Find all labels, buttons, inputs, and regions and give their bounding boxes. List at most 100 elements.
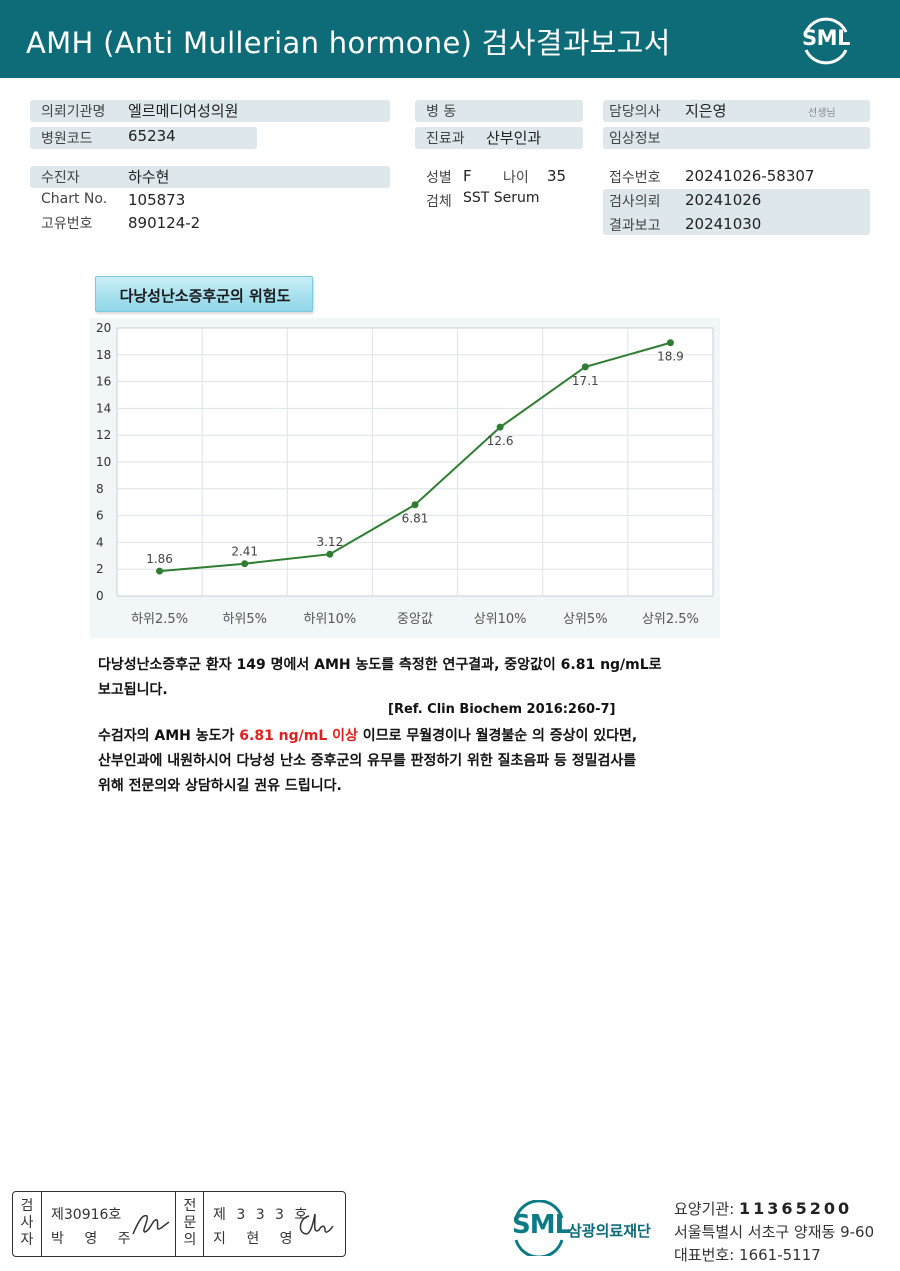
phone-label: 대표번호: [674, 1246, 740, 1264]
care-number: 11365200 [739, 1199, 853, 1218]
advice-text-b: 이므로 무월경이나 월경불순 의 증상이 있다면, [357, 728, 638, 744]
data-label: 6.81 [402, 512, 429, 526]
sml-logo: SML [798, 12, 854, 68]
receipt-value: 20241026-58307 [685, 167, 815, 185]
specialist-char-3: 의 [183, 1232, 197, 1248]
advice-threshold: 6.81 ng/mL 이상 [239, 728, 358, 744]
dept-value: 산부인과 [486, 129, 542, 147]
patient-value: 하수현 [128, 168, 170, 186]
dates-bar [603, 189, 870, 235]
phone-number: 1661-5117 [739, 1246, 821, 1264]
risk-chart-svg: 0 2 4 6 8 10 12 14 16 18 20 하위2.5% 하위5% 하위10% 중앙값 상위10%… [96, 321, 714, 627]
specialist-signature-icon [295, 1210, 335, 1245]
footer-logo-text: SML [512, 1210, 571, 1240]
patient-label: 수진자 [41, 170, 80, 186]
footer-address: 서울특별시 서초구 양재동 9-60 [674, 1223, 875, 1241]
clinical-label: 임상정보 [609, 131, 661, 147]
footer-org-name: 삼광의료재단 [568, 1222, 651, 1240]
patient-bar [30, 166, 390, 188]
y-tick-label: 18 [96, 348, 111, 362]
sex-value: F [463, 167, 472, 185]
request-label: 검사의뢰 [609, 194, 661, 210]
y-tick-label: 20 [96, 321, 111, 335]
data-label: 2.41 [231, 545, 258, 559]
divider [203, 1192, 204, 1256]
x-tick-label: 하위5% [222, 612, 267, 627]
divider [41, 1192, 42, 1256]
tester-vertical-label: 검 사 자 [15, 1198, 39, 1249]
chart-title: 다낭성난소증후군의 위험도 [119, 287, 291, 305]
header-bar: AMH (Anti Mullerian hormone) 검사결과보고서 SML [0, 0, 900, 78]
hosp-code-bar [30, 127, 257, 149]
specialist-char-2: 문 [183, 1215, 197, 1231]
sml-logo-text: SML [802, 26, 850, 50]
doctor-label: 담당의사 [609, 104, 661, 120]
advice-text-line3: 위해 전문의와 상담하시길 권유 드립니다. [98, 778, 342, 794]
request-value: 20241026 [685, 191, 762, 209]
specimen-value: SST Serum [463, 190, 540, 206]
report-label: 결과보고 [609, 218, 661, 234]
unique-id-label: 고유번호 [41, 216, 93, 232]
data-point [581, 363, 589, 371]
reference-text: [Ref. Clin Biochem 2016:260-7] [388, 702, 616, 717]
advice-text-line1: 수검자의 AMH 농도가 6.81 ng/mL 이상 이므로 무월경이나 월경불… [98, 725, 637, 745]
receipt-label: 접수번호 [609, 170, 661, 186]
tester-char-1: 검 [20, 1198, 34, 1214]
divider [175, 1192, 176, 1256]
data-label: 17.1 [572, 374, 599, 388]
risk-chart: 0 2 4 6 8 10 12 14 16 18 20 하위2.5% 하위5% 하위10% 중앙값 상위10%… [90, 318, 720, 638]
y-tick-label: 6 [96, 509, 104, 523]
chart-no-label: Chart No. [41, 191, 108, 207]
req-org-label: 의뢰기관명 [41, 104, 106, 120]
tester-char-2: 사 [20, 1215, 34, 1231]
report-title: AMH (Anti Mullerian hormone) 검사결과보고서 [26, 26, 671, 60]
clinical-bar [603, 127, 870, 149]
x-tick-label: 중앙값 [397, 612, 433, 627]
tester-name: 박 영 주 [51, 1231, 139, 1247]
data-label: 12.6 [487, 434, 514, 448]
specialist-vertical-label: 전 문 의 [178, 1198, 202, 1249]
phone-line: 대표번호: 1661-5117 [674, 1244, 821, 1265]
data-label: 18.9 [657, 350, 684, 364]
study-text-line2: 보고됩니다. [98, 682, 168, 698]
footer-sml-logo: SML 삼광의료재단 [510, 1200, 670, 1256]
study-text-line1: 다낭성난소증후군 환자 149 명에서 AMH 농도를 측정한 연구결과, 중앙… [98, 657, 662, 673]
care-number-line: 요양기관: 11365200 [674, 1198, 852, 1219]
data-label: 3.12 [316, 535, 343, 549]
specialist-license-no: 제 3 3 3 호 [213, 1207, 311, 1223]
req-org-bar [30, 100, 390, 122]
y-tick-label: 8 [96, 482, 104, 496]
report-value: 20241030 [685, 215, 762, 233]
x-tick-label: 하위10% [303, 612, 356, 627]
specialist-name: 지 현 영 [213, 1231, 301, 1247]
care-label: 요양기관: [674, 1200, 740, 1218]
tester-char-3: 자 [20, 1232, 34, 1248]
data-point [241, 560, 249, 568]
data-label: 1.86 [146, 552, 173, 566]
x-tick-label: 상위10% [474, 612, 527, 627]
data-point [411, 501, 419, 509]
dept-bar [415, 127, 583, 149]
doctor-value: 지은영 [685, 102, 727, 120]
tester-signature-icon [131, 1210, 171, 1245]
doctor-bar [603, 100, 870, 122]
y-tick-label: 12 [96, 428, 111, 442]
y-tick-label: 2 [96, 562, 104, 576]
req-org-value: 엘르메디여성의원 [128, 102, 239, 120]
ward-bar [415, 100, 583, 122]
x-tick-label: 상위5% [563, 612, 608, 627]
data-point [156, 567, 164, 575]
data-point [496, 423, 504, 431]
sml-logo-arc-icon [804, 17, 848, 65]
chart-title-box: 다낭성난소증후군의 위험도 [95, 276, 313, 312]
signature-box: 검 사 자 제30916호 박 영 주 전 문 의 제 3 3 3 호 지 현 … [12, 1191, 346, 1257]
x-tick-label: 하위2.5% [131, 612, 188, 627]
sex-label: 성별 [426, 170, 452, 186]
data-point [666, 339, 674, 347]
y-tick-label: 10 [96, 455, 111, 469]
y-tick-label: 0 [96, 589, 104, 603]
tester-license-no: 제30916호 [51, 1207, 122, 1223]
data-point [326, 550, 334, 558]
y-tick-label: 14 [96, 401, 111, 415]
specialist-char-1: 전 [183, 1198, 197, 1214]
